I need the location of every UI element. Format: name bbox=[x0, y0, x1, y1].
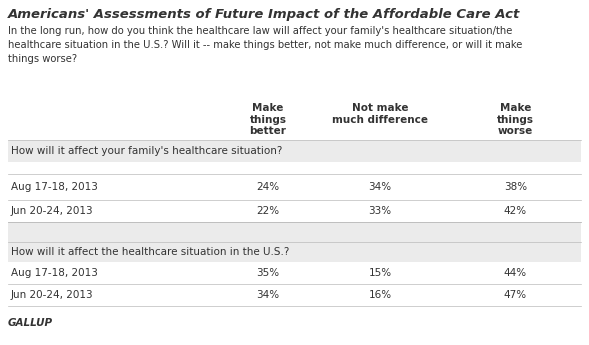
Text: 34%: 34% bbox=[256, 290, 280, 300]
Bar bbox=[8, 284, 581, 306]
Text: Jun 20-24, 2013: Jun 20-24, 2013 bbox=[11, 290, 94, 300]
Bar bbox=[8, 222, 581, 242]
Text: 16%: 16% bbox=[368, 290, 392, 300]
Text: How will it affect your family's healthcare situation?: How will it affect your family's healthc… bbox=[11, 146, 282, 156]
Text: Aug 17-18, 2013: Aug 17-18, 2013 bbox=[11, 182, 98, 192]
Text: Make
things
worse: Make things worse bbox=[497, 103, 534, 136]
Text: Americans' Assessments of Future Impact of the Affordable Care Act: Americans' Assessments of Future Impact … bbox=[8, 8, 520, 21]
Text: Jun 20-24, 2013: Jun 20-24, 2013 bbox=[11, 206, 94, 216]
Text: 33%: 33% bbox=[368, 206, 392, 216]
Bar bbox=[8, 174, 581, 200]
Text: 44%: 44% bbox=[504, 268, 527, 278]
Text: 34%: 34% bbox=[368, 182, 392, 192]
Text: 15%: 15% bbox=[368, 268, 392, 278]
Text: 35%: 35% bbox=[256, 268, 280, 278]
Text: 42%: 42% bbox=[504, 206, 527, 216]
Bar bbox=[8, 262, 581, 284]
Text: GALLUP: GALLUP bbox=[8, 318, 53, 328]
Text: 24%: 24% bbox=[256, 182, 280, 192]
Text: 47%: 47% bbox=[504, 290, 527, 300]
Text: 22%: 22% bbox=[256, 206, 280, 216]
Text: How will it affect the healthcare situation in the U.S.?: How will it affect the healthcare situat… bbox=[11, 247, 289, 257]
Text: 38%: 38% bbox=[504, 182, 527, 192]
Text: Not make
much difference: Not make much difference bbox=[332, 103, 428, 125]
Text: Make
things
better: Make things better bbox=[250, 103, 286, 136]
Text: In the long run, how do you think the healthcare law will affect your family's h: In the long run, how do you think the he… bbox=[8, 26, 522, 64]
Bar bbox=[8, 140, 581, 162]
Text: Aug 17-18, 2013: Aug 17-18, 2013 bbox=[11, 268, 98, 278]
Bar bbox=[8, 242, 581, 262]
Bar bbox=[8, 200, 581, 222]
Bar bbox=[8, 162, 581, 174]
